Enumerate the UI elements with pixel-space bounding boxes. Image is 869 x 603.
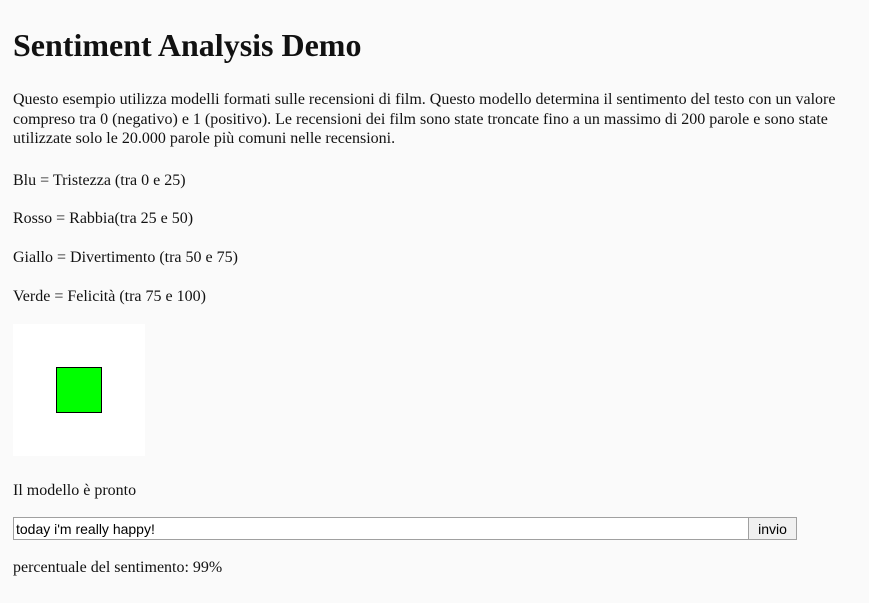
model-status: Il modello è pronto bbox=[13, 482, 137, 499]
mood-canvas bbox=[13, 324, 145, 456]
input-row: invio bbox=[13, 517, 797, 540]
send-button[interactable]: invio bbox=[749, 517, 797, 540]
legend-red: Rosso = Rabbia(tra 25 e 50) bbox=[13, 210, 194, 227]
sentiment-result: percentuale del sentimento: 99% bbox=[13, 559, 223, 576]
legend-yellow: Giallo = Divertimento (tra 50 e 75) bbox=[13, 249, 238, 266]
mood-color-square bbox=[56, 367, 102, 413]
legend-blue: Blu = Tristezza (tra 0 e 25) bbox=[13, 172, 186, 189]
review-text-input[interactable] bbox=[13, 517, 749, 540]
page-title: Sentiment Analysis Demo bbox=[13, 27, 362, 63]
intro-paragraph: Questo esempio utilizza modelli formati … bbox=[13, 91, 836, 147]
legend-green: Verde = Felicità (tra 75 e 100) bbox=[13, 288, 206, 305]
